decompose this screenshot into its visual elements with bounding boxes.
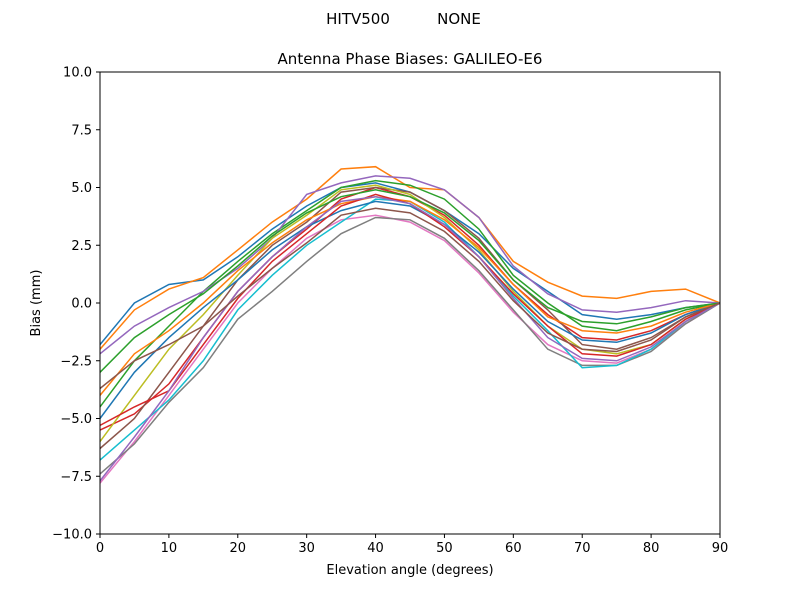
y-tick-label: 7.5 [71, 123, 92, 138]
series-line-15 [99, 195, 721, 482]
series-line-1 [99, 182, 721, 346]
x-tick-label: 80 [643, 541, 660, 556]
y-axis-label: Bias (mm) [29, 270, 44, 337]
chart-title: Antenna Phase Biases: GALILEO-E6 [278, 50, 543, 68]
x-tick-label: 50 [436, 541, 453, 556]
y-tick-label: 0.0 [71, 297, 92, 312]
x-tick-label: 10 [161, 541, 178, 556]
series-line-9 [99, 184, 721, 443]
series-line-7 [99, 214, 721, 484]
series-line-13 [99, 189, 721, 373]
suptitle-right: NONE [437, 10, 481, 28]
x-tick-label: 60 [505, 541, 522, 556]
y-axis: −10.0 −7.5 −5.0 −2.5 0.0 2.5 5.0 7.5 10.0 [52, 66, 100, 543]
x-tick-label: 20 [230, 541, 247, 556]
x-tick-label: 90 [712, 541, 729, 556]
plot-frame [99, 71, 721, 535]
y-tick-label: −7.5 [60, 470, 92, 485]
y-tick-label: 10.0 [63, 66, 92, 81]
y-tick-label: −5.0 [60, 412, 92, 427]
series-line-14 [99, 193, 721, 427]
suptitle-left: HITV500 [326, 10, 390, 28]
series-line-5 [99, 175, 721, 355]
series-line-10 [99, 198, 721, 461]
x-axis: 0 10 20 30 40 50 60 70 80 90 [96, 534, 728, 556]
series-lines [99, 165, 721, 484]
series-line-2 [99, 165, 721, 350]
x-tick-label: 70 [574, 541, 591, 556]
series-line-11 [99, 200, 721, 419]
series-line-16 [99, 207, 721, 390]
y-tick-label: 5.0 [71, 181, 92, 196]
series-line-12 [99, 195, 721, 396]
x-tick-label: 40 [367, 541, 384, 556]
x-tick-label: 30 [298, 541, 315, 556]
y-tick-label: 2.5 [71, 239, 92, 254]
series-line-4 [99, 186, 721, 431]
x-tick-label: 0 [96, 541, 104, 556]
y-tick-label: −2.5 [60, 354, 92, 369]
x-axis-label: Elevation angle (degrees) [326, 563, 493, 578]
y-tick-label: −10.0 [52, 528, 92, 543]
